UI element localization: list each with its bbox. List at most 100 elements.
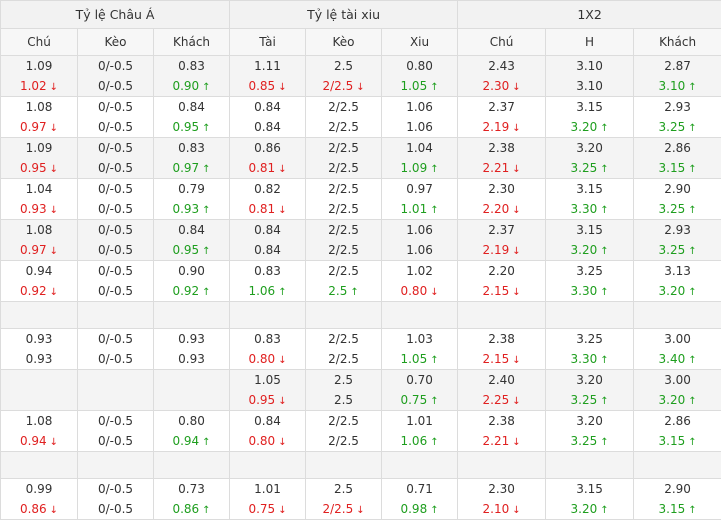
opening-odds: 0.83 [154, 56, 229, 76]
group-over-under: Tỷ lệ tài xiu [230, 1, 458, 29]
current-odds: 3.30↑ [546, 199, 633, 219]
arrow-up-icon: ↑ [430, 205, 438, 216]
arrow-down-icon: ↓ [512, 123, 520, 134]
odds-value: 0.80 [248, 352, 275, 366]
group-1x2: 1X2 [458, 1, 721, 29]
odds-value: 0/-0.5 [98, 141, 133, 155]
opening-odds: 0/-0.5 [78, 329, 153, 349]
opening-odds: 2/2.5 [306, 179, 381, 199]
odds-value: 0.80 [406, 59, 433, 73]
odds-value: 0.92 [172, 284, 199, 298]
current-odds: 0.85↓ [230, 76, 305, 96]
opening-odds: 3.25 [546, 329, 633, 349]
arrow-down-icon: ↓ [512, 246, 520, 257]
current-odds: 0.75↑ [382, 390, 457, 410]
odds-value: 3.15 [576, 100, 603, 114]
opening-odds: 0.73 [154, 479, 229, 499]
odds-value: 1.09 [400, 161, 427, 175]
current-odds: 0.97↑ [154, 158, 229, 178]
current-odds: 0.93 [154, 349, 229, 369]
current-odds: 0/-0.5 [78, 499, 153, 519]
arrow-up-icon: ↑ [600, 437, 608, 448]
odds-value: 2/2.5 [328, 182, 359, 196]
arrow-down-icon: ↓ [278, 437, 286, 448]
odds-value: 0/-0.5 [98, 202, 133, 216]
odds-cell [458, 302, 546, 329]
current-odds: 0.93↑ [154, 199, 229, 219]
odds-cell [458, 452, 546, 479]
current-odds: 3.15↑ [634, 431, 721, 451]
current-odds: 0/-0.5 [78, 281, 153, 301]
arrow-down-icon: ↓ [512, 164, 520, 175]
odds-value: 1.09 [26, 59, 53, 73]
arrow-up-icon: ↑ [430, 505, 438, 516]
odds-value: 2.38 [488, 141, 515, 155]
odds-value: 2.19 [483, 243, 510, 257]
opening-odds: 0.84 [154, 220, 229, 240]
odds-value: 0.70 [406, 373, 433, 387]
arrow-up-icon: ↑ [202, 82, 210, 93]
odds-value: 3.20 [659, 393, 686, 407]
odds-value: 0.90 [178, 264, 205, 278]
current-odds: 3.15↑ [634, 158, 721, 178]
opening-odds: 0.83 [230, 261, 305, 281]
odds-value: 3.20 [571, 120, 598, 134]
odds-value: 3.25 [659, 202, 686, 216]
odds-value: 3.15 [659, 161, 686, 175]
odds-value: 0.84 [254, 120, 281, 134]
current-odds: 3.25↑ [634, 199, 721, 219]
odds-cell [546, 302, 634, 329]
arrow-up-icon: ↑ [688, 164, 696, 175]
current-odds: 0.86↓ [1, 499, 77, 519]
current-odds: 2.19↓ [458, 240, 545, 260]
odds-value: 1.01 [254, 482, 281, 496]
arrow-down-icon: ↓ [50, 437, 58, 448]
opening-odds: 1.01 [230, 479, 305, 499]
odds-value: 2.93 [664, 223, 691, 237]
arrow-down-icon: ↓ [278, 396, 286, 407]
arrow-up-icon: ↑ [688, 437, 696, 448]
arrow-up-icon: ↑ [202, 437, 210, 448]
current-odds: 3.25↑ [634, 117, 721, 137]
current-odds: 2.5↑ [306, 281, 381, 301]
odds-value: 0.84 [178, 223, 205, 237]
arrow-down-icon: ↓ [50, 123, 58, 134]
odds-value: 1.08 [26, 100, 53, 114]
current-odds: 2.15↓ [458, 281, 545, 301]
opening-odds: 2.38 [458, 411, 545, 431]
col-header-handicap: Kèo [78, 29, 154, 56]
odds-value: 0/-0.5 [98, 414, 133, 428]
opening-odds: 1.02 [382, 261, 457, 281]
col-header-over: Tài [230, 29, 306, 56]
arrow-up-icon: ↑ [600, 396, 608, 407]
opening-odds: 0/-0.5 [78, 179, 153, 199]
opening-odds: 0.86 [230, 138, 305, 158]
odds-value: 1.05 [254, 373, 281, 387]
odds-value: 0.84 [254, 223, 281, 237]
current-odds: 2.5 [306, 390, 381, 410]
current-odds: 3.30↑ [546, 281, 633, 301]
opening-odds: 0.93 [154, 329, 229, 349]
opening-odds: 2.43 [458, 56, 545, 76]
current-odds: 3.25↑ [546, 431, 633, 451]
arrow-down-icon: ↓ [278, 82, 286, 93]
odds-value: 2.38 [488, 414, 515, 428]
current-odds: 3.20↑ [634, 281, 721, 301]
